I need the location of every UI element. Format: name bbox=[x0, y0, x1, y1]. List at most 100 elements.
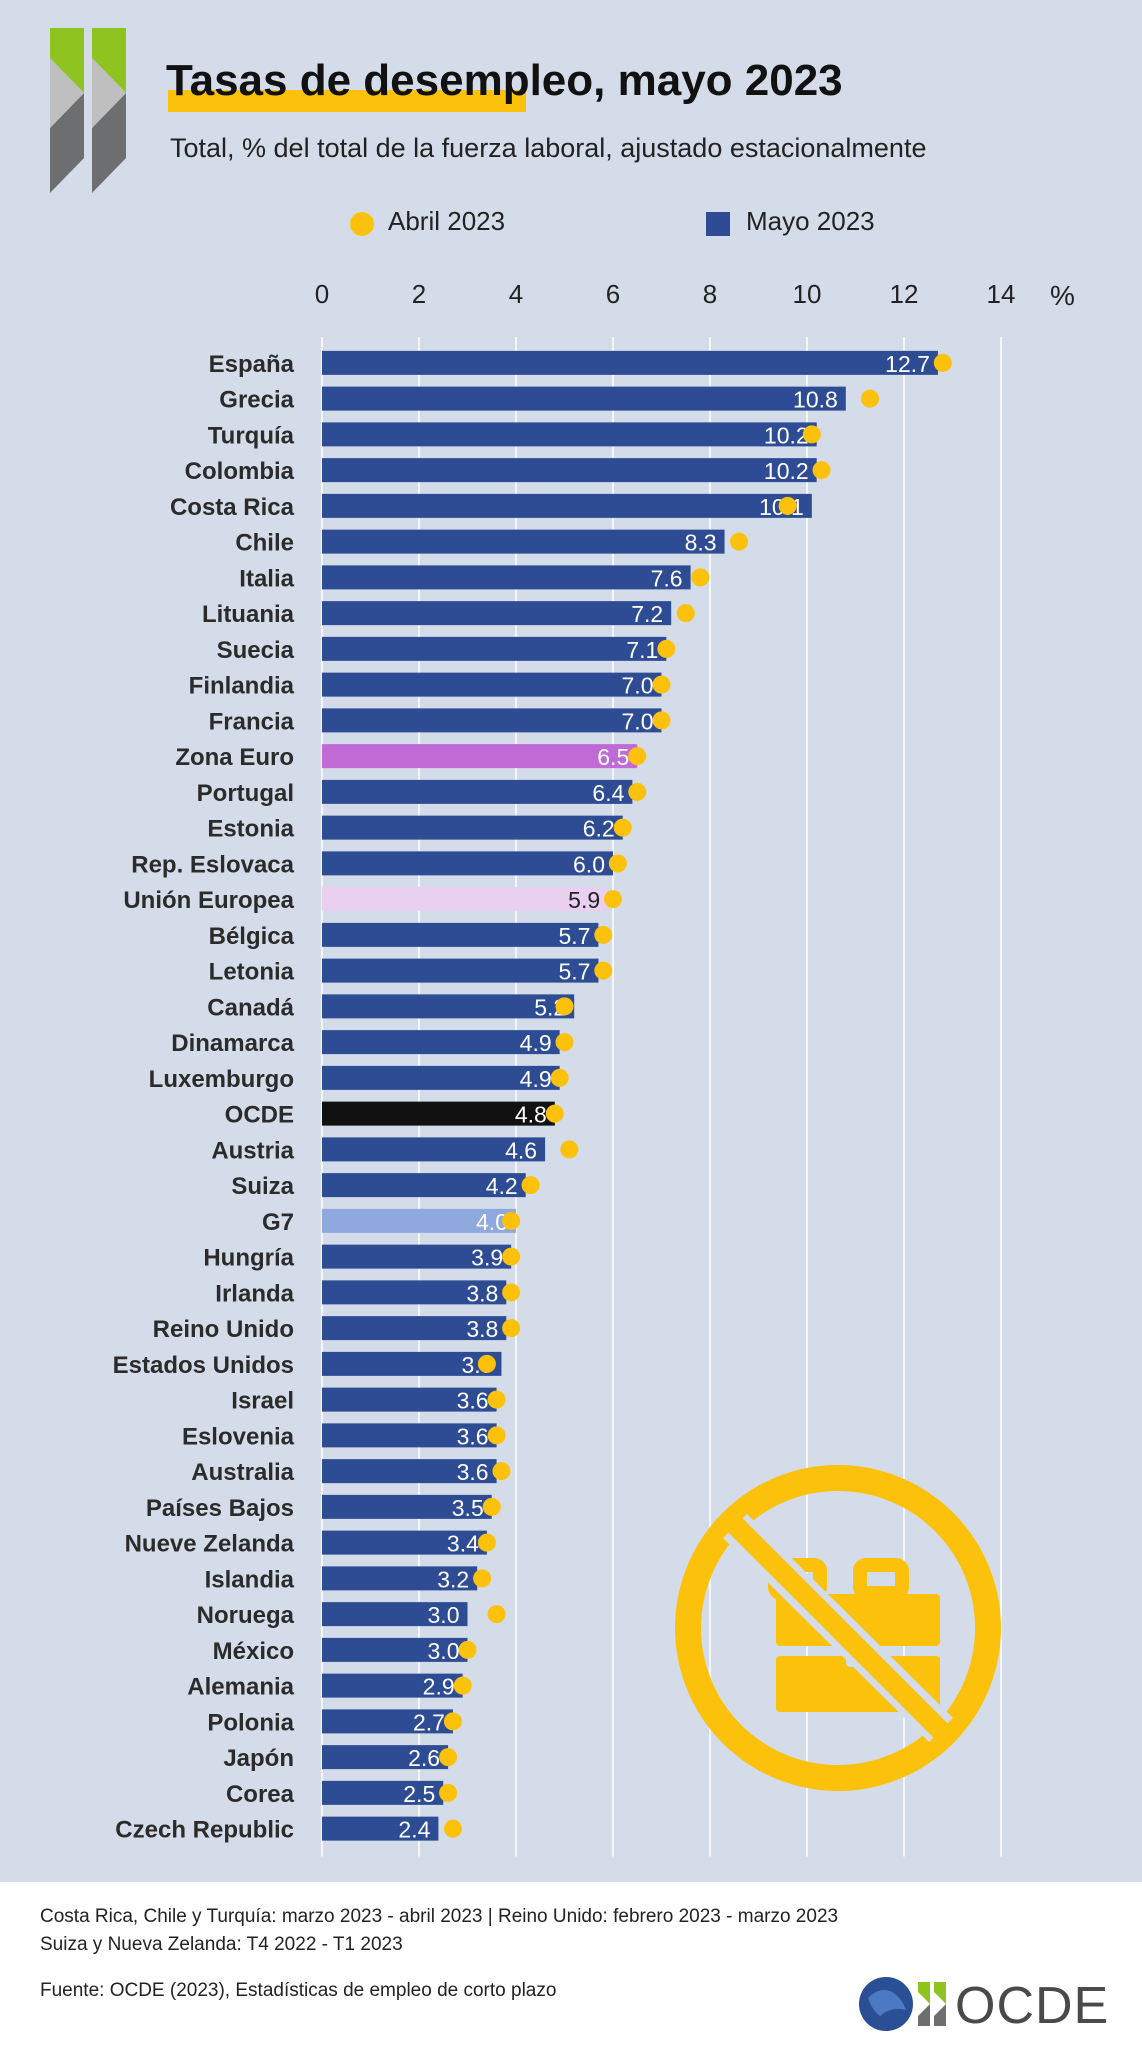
category-label: Luxemburgo bbox=[149, 1066, 294, 1093]
value-label: 6.0 bbox=[573, 851, 605, 877]
value-label: 10.2 bbox=[764, 422, 809, 448]
no-briefcase-icon bbox=[675, 1465, 1001, 1791]
bar bbox=[322, 1101, 555, 1126]
category-label: España bbox=[209, 351, 295, 378]
april-dot bbox=[502, 1319, 521, 1338]
legend-may-swatch bbox=[706, 212, 730, 236]
category-label: Reino Unido bbox=[153, 1316, 294, 1343]
value-labels: 12.710.810.210.210.18.37.67.27.17.07.06.… bbox=[398, 351, 930, 1843]
bar bbox=[322, 1602, 468, 1627]
value-label: 2.5 bbox=[403, 1781, 435, 1807]
value-label: 4.9 bbox=[520, 1066, 552, 1092]
axis-unit: % bbox=[1050, 280, 1075, 311]
value-label: 3.6 bbox=[457, 1423, 489, 1449]
april-dot bbox=[812, 461, 831, 480]
x-tick-label: 6 bbox=[606, 279, 620, 309]
bar bbox=[322, 887, 609, 912]
category-label: Australia bbox=[191, 1459, 294, 1486]
category-label: Estonia bbox=[207, 816, 294, 843]
legend-may-label: Mayo 2023 bbox=[746, 206, 875, 236]
legend-april-dot bbox=[350, 212, 374, 236]
bar bbox=[322, 1173, 526, 1198]
category-label: Bélgica bbox=[209, 923, 295, 950]
april-dot bbox=[594, 961, 613, 980]
bar bbox=[322, 493, 812, 518]
april-dot bbox=[487, 1605, 506, 1624]
legend-april-label: Abril 2023 bbox=[388, 206, 505, 236]
april-dot bbox=[657, 639, 676, 658]
category-label: Letonia bbox=[209, 959, 295, 986]
bar bbox=[322, 565, 691, 590]
value-label: 5.9 bbox=[568, 887, 600, 913]
value-label: 10.2 bbox=[764, 458, 809, 484]
unemployment-chart: Tasas de desempleo, mayo 2023 Total, % d… bbox=[50, 28, 1075, 1857]
april-dot bbox=[545, 1104, 564, 1123]
category-label: Irlanda bbox=[215, 1280, 294, 1307]
value-label: 3.9 bbox=[471, 1245, 503, 1271]
bar bbox=[322, 1208, 516, 1233]
april-dot bbox=[487, 1426, 506, 1445]
bar bbox=[322, 636, 667, 661]
bar bbox=[322, 1316, 507, 1341]
category-label: Hungría bbox=[203, 1245, 294, 1272]
value-label: 3.8 bbox=[466, 1280, 498, 1306]
value-label: 7.0 bbox=[622, 708, 654, 734]
value-label: 10.8 bbox=[793, 387, 838, 413]
value-label: 3.0 bbox=[428, 1602, 460, 1628]
category-label: Unión Europea bbox=[123, 887, 294, 914]
april-dot bbox=[439, 1748, 458, 1767]
bar bbox=[322, 1459, 497, 1484]
april-dot bbox=[477, 1533, 496, 1552]
footer-note-quarters: Suiza y Nueva Zelanda: T4 2022 - T1 2023 bbox=[40, 1934, 403, 1955]
april-dot bbox=[778, 496, 797, 515]
bar bbox=[322, 922, 599, 947]
bar bbox=[322, 1351, 502, 1376]
april-dot bbox=[550, 1068, 569, 1087]
value-label: 2.4 bbox=[398, 1817, 430, 1843]
april-dot bbox=[691, 568, 710, 587]
april-dot bbox=[473, 1569, 492, 1588]
value-label: 3.2 bbox=[437, 1566, 469, 1592]
bar bbox=[322, 1530, 487, 1555]
category-label: Zona Euro bbox=[175, 744, 294, 771]
category-label: Francia bbox=[209, 708, 295, 735]
bar bbox=[322, 1637, 468, 1662]
x-tick-label: 10 bbox=[793, 279, 822, 309]
category-label: Países Bajos bbox=[146, 1495, 294, 1522]
value-label: 4.9 bbox=[520, 1030, 552, 1056]
value-label: 8.3 bbox=[685, 530, 717, 556]
category-label: Suecia bbox=[217, 637, 295, 664]
value-label: 5.7 bbox=[558, 923, 590, 949]
april-dot bbox=[453, 1676, 472, 1695]
category-label: G7 bbox=[262, 1209, 294, 1236]
value-label: 6.4 bbox=[592, 780, 624, 806]
chart-title: Tasas de desempleo, mayo 2023 bbox=[166, 56, 843, 105]
bar bbox=[322, 601, 672, 626]
bar bbox=[322, 1244, 512, 1269]
category-label: Noruega bbox=[197, 1602, 295, 1629]
april-dot bbox=[487, 1390, 506, 1409]
x-tick-label: 12 bbox=[890, 279, 919, 309]
value-label: 3.6 bbox=[457, 1459, 489, 1485]
april-dot bbox=[933, 353, 952, 372]
april-dot bbox=[521, 1176, 540, 1195]
value-label: 5.7 bbox=[558, 959, 590, 985]
category-label: OCDE bbox=[225, 1102, 294, 1129]
bar bbox=[322, 422, 817, 447]
bar bbox=[322, 458, 817, 483]
april-dot bbox=[628, 747, 647, 766]
april-dot bbox=[555, 997, 574, 1016]
value-label: 2.7 bbox=[413, 1709, 445, 1735]
value-label: 6.5 bbox=[597, 744, 629, 770]
bar bbox=[322, 1387, 497, 1412]
category-label: Grecia bbox=[219, 387, 294, 414]
april-dot bbox=[458, 1640, 477, 1659]
bars bbox=[322, 350, 938, 1841]
title-underline bbox=[168, 90, 526, 112]
x-tick-label: 0 bbox=[315, 279, 329, 309]
x-tick-label: 2 bbox=[412, 279, 426, 309]
april-dot bbox=[560, 1140, 579, 1159]
category-label: Dinamarca bbox=[171, 1030, 294, 1057]
category-label: Colombia bbox=[185, 458, 295, 485]
